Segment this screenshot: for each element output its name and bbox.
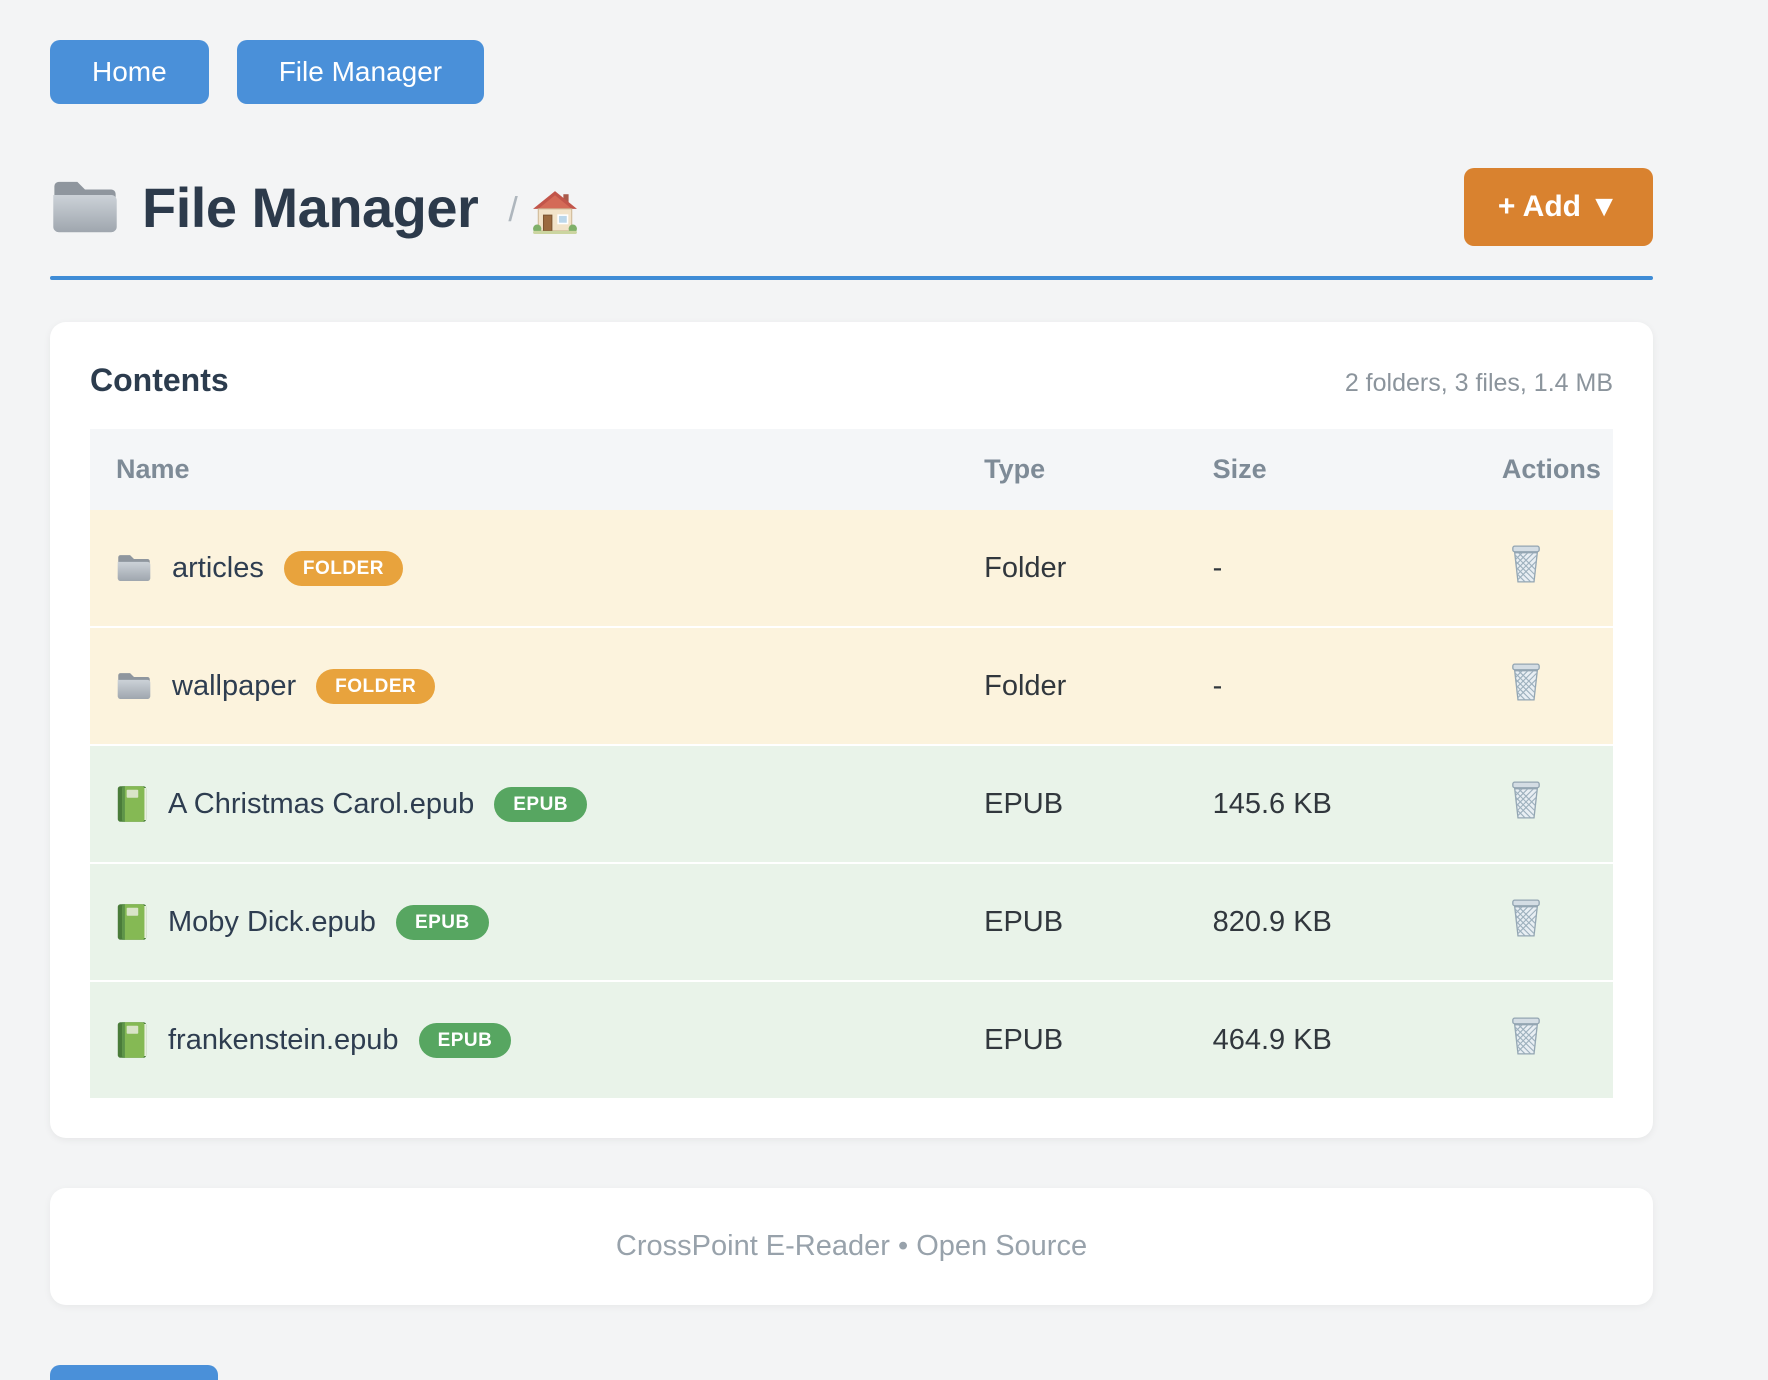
table-row-articles[interactable]: articles FOLDER Folder - — [90, 510, 1613, 627]
contents-card: Contents 2 folders, 3 files, 1.4 MB Name… — [50, 322, 1653, 1138]
delete-button[interactable] — [1510, 544, 1542, 584]
delete-button[interactable] — [1510, 1016, 1542, 1056]
add-button[interactable]: + Add ▼ — [1463, 168, 1653, 246]
delete-button[interactable] — [1510, 898, 1542, 938]
trash-icon — [1510, 1016, 1542, 1056]
folder-badge: FOLDER — [316, 668, 436, 704]
table-row-a-christmas-carol[interactable]: A Christmas Carol.epub EPUB EPUB 145.6 K… — [90, 744, 1613, 863]
epub-badge: EPUB — [418, 1022, 512, 1058]
nav-home-button[interactable]: Home — [50, 40, 209, 104]
column-header-size: Size — [1186, 429, 1476, 510]
trash-icon — [1510, 898, 1542, 938]
file-name[interactable]: Moby Dick.epub — [168, 905, 376, 938]
column-header-type: Type — [958, 429, 1187, 510]
table-row-frankenstein[interactable]: frankenstein.epub EPUB EPUB 464.9 KB — [90, 980, 1613, 1098]
nav-file-manager-button[interactable]: File Manager — [236, 40, 485, 104]
epub-badge: EPUB — [494, 786, 588, 822]
column-header-actions: Actions — [1475, 429, 1613, 510]
file-size: 145.6 KB — [1186, 744, 1476, 863]
file-name[interactable]: A Christmas Carol.epub — [168, 787, 475, 820]
page-header: File Manager / + Add ▼ — [50, 168, 1653, 246]
file-type: EPUB — [958, 744, 1187, 863]
table-header-row: Name Type Size Actions — [90, 429, 1613, 510]
file-size: - — [1186, 510, 1476, 627]
delete-button[interactable] — [1510, 780, 1542, 820]
file-manager-page: Home File Manager File Manager / + Add ▼… — [50, 40, 1653, 1305]
file-type: EPUB — [958, 862, 1187, 981]
epub-badge: EPUB — [395, 904, 489, 940]
green-book-icon — [116, 903, 148, 941]
partial-bottom-button[interactable] — [50, 1365, 218, 1380]
folder-icon — [50, 177, 120, 237]
file-size: 820.9 KB — [1186, 862, 1476, 981]
folder-badge: FOLDER — [283, 550, 403, 586]
page-title: File Manager — [142, 175, 479, 239]
folder-icon — [116, 670, 152, 702]
header-divider — [50, 276, 1653, 280]
footer: CrossPoint E-Reader • Open Source — [50, 1188, 1653, 1305]
contents-title: Contents — [90, 362, 229, 398]
file-size: 464.9 KB — [1186, 980, 1476, 1098]
green-book-icon — [116, 785, 148, 823]
column-header-name: Name — [90, 429, 959, 510]
trash-icon — [1510, 780, 1542, 820]
file-table: Name Type Size Actions articles FOLDER F… — [90, 399, 1613, 1098]
file-type: EPUB — [958, 980, 1187, 1098]
footer-text: CrossPoint E-Reader • Open Source — [615, 1230, 1088, 1262]
delete-button[interactable] — [1510, 662, 1542, 702]
trash-icon — [1510, 662, 1542, 702]
file-type: Folder — [958, 626, 1187, 745]
home-icon[interactable] — [532, 189, 578, 235]
trash-icon — [1510, 544, 1542, 584]
table-row-moby-dick[interactable]: Moby Dick.epub EPUB EPUB 820.9 KB — [90, 862, 1613, 981]
title-group: File Manager / — [50, 175, 578, 240]
file-name[interactable]: articles — [172, 551, 264, 584]
table-row-wallpaper[interactable]: wallpaper FOLDER Folder - — [90, 626, 1613, 745]
file-size: - — [1186, 626, 1476, 745]
contents-card-header: Contents 2 folders, 3 files, 1.4 MB — [90, 362, 1613, 399]
contents-summary: 2 folders, 3 files, 1.4 MB — [1344, 369, 1613, 397]
file-name[interactable]: wallpaper — [172, 669, 297, 702]
folder-icon — [116, 552, 152, 584]
file-type: Folder — [958, 510, 1187, 627]
breadcrumb-separator: / — [508, 190, 518, 229]
file-name[interactable]: frankenstein.epub — [168, 1023, 399, 1056]
green-book-icon — [116, 1021, 148, 1059]
top-nav: Home File Manager — [50, 40, 1653, 104]
